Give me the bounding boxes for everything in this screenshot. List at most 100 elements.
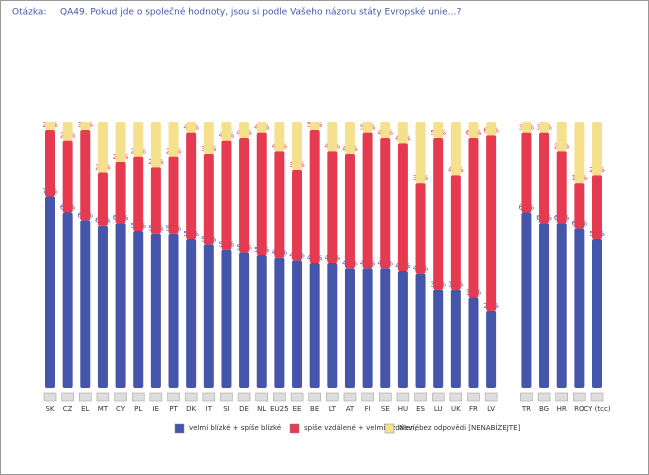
flag bbox=[414, 392, 427, 402]
bar-segment bbox=[221, 122, 232, 141]
bar-segment bbox=[221, 249, 232, 388]
legend-swatch bbox=[384, 423, 395, 434]
bar-segment bbox=[168, 122, 179, 157]
bar-segment bbox=[362, 268, 373, 388]
flag bbox=[520, 392, 533, 402]
bar-segment bbox=[397, 270, 408, 388]
bar-segment bbox=[468, 137, 479, 298]
bar-segment bbox=[150, 122, 161, 168]
bar-segment bbox=[380, 137, 391, 269]
bar-segment bbox=[133, 156, 144, 232]
x-tick-label: EE bbox=[293, 405, 302, 413]
bar-segment bbox=[344, 122, 355, 154]
x-tick-label: IE bbox=[153, 405, 160, 413]
bar-segment bbox=[115, 223, 126, 388]
x-tick-label: SK bbox=[45, 405, 54, 413]
bar-segment bbox=[168, 156, 179, 234]
x-tick-label: PL bbox=[134, 405, 142, 413]
bar-segment bbox=[450, 175, 461, 290]
question-label: Otázka: bbox=[12, 8, 46, 18]
bar-segment bbox=[97, 225, 108, 388]
bar-segment bbox=[45, 122, 55, 130]
legend-label: Neví, bez odpovědi [NENABÍZEJTE] bbox=[399, 423, 521, 432]
bar-segment bbox=[274, 122, 285, 152]
flag bbox=[184, 392, 198, 402]
bar-segment bbox=[521, 132, 532, 213]
bar-segment bbox=[450, 289, 461, 388]
bar-segment bbox=[292, 169, 303, 261]
bar-segment bbox=[327, 262, 338, 388]
x-tick-label: DE bbox=[239, 405, 249, 413]
bar-segment bbox=[186, 239, 197, 388]
flag bbox=[467, 392, 480, 402]
x-tick-label: DK bbox=[186, 405, 196, 413]
flag bbox=[573, 392, 586, 402]
flag bbox=[484, 392, 498, 402]
bar-segment bbox=[327, 122, 338, 152]
bar-segment bbox=[239, 122, 250, 138]
bar-segment bbox=[80, 129, 91, 221]
flag bbox=[255, 392, 268, 402]
x-tick-label: LV bbox=[487, 405, 495, 413]
bar-segment bbox=[415, 183, 426, 274]
x-tick-label: BE bbox=[310, 405, 319, 413]
flag bbox=[96, 392, 110, 402]
bar-segment bbox=[62, 122, 73, 141]
x-tick-label: SI bbox=[223, 405, 230, 413]
bar-segment bbox=[486, 310, 497, 388]
bar-segment bbox=[521, 212, 532, 388]
bar-segment bbox=[186, 122, 197, 133]
bar-segment bbox=[203, 244, 214, 388]
bar-segment bbox=[433, 289, 444, 388]
bar-segment bbox=[468, 122, 479, 138]
bar-segment bbox=[256, 122, 267, 133]
bar-segment bbox=[239, 137, 250, 253]
x-tick-label: NL bbox=[257, 405, 266, 413]
bar-segment bbox=[97, 122, 108, 173]
bar-segment bbox=[115, 161, 126, 224]
bar-segment bbox=[539, 122, 550, 133]
bar-segment bbox=[97, 172, 108, 226]
bar-segment bbox=[274, 257, 285, 388]
bar-segment bbox=[592, 239, 602, 388]
flag bbox=[555, 392, 568, 402]
x-tick-label: CY (tcc) bbox=[583, 405, 610, 413]
legend-swatch bbox=[289, 423, 300, 434]
bar-segment bbox=[45, 196, 55, 388]
bar-segment bbox=[362, 132, 373, 269]
bar-segment bbox=[592, 122, 602, 176]
bar-segment bbox=[292, 122, 303, 170]
x-tick-label: PT bbox=[169, 405, 178, 413]
bar-segment bbox=[468, 297, 479, 388]
legend-label: spíše vzdálené + velmi vzdálené bbox=[304, 424, 419, 432]
bar-segment bbox=[380, 268, 391, 388]
bar-segment bbox=[415, 273, 426, 388]
flag bbox=[43, 392, 57, 402]
bar-segment bbox=[433, 122, 444, 138]
flag bbox=[343, 392, 357, 402]
bar-segment bbox=[62, 212, 73, 388]
x-tick-label: BG bbox=[539, 405, 549, 413]
flag bbox=[131, 392, 145, 402]
bar-segment bbox=[239, 252, 250, 388]
bar-segment bbox=[309, 122, 320, 130]
bar-segment bbox=[433, 137, 444, 290]
bar-segment bbox=[115, 122, 126, 162]
x-tick-label: CZ bbox=[63, 405, 73, 413]
bar-segment bbox=[150, 167, 161, 234]
bar-segment bbox=[397, 122, 408, 144]
bar-segment bbox=[168, 233, 179, 388]
bar-segment bbox=[274, 151, 285, 258]
flag bbox=[537, 392, 551, 402]
flag bbox=[326, 392, 339, 402]
x-tick-label: LU bbox=[434, 405, 443, 413]
x-tick-label: IT bbox=[206, 405, 213, 413]
bar-segment bbox=[486, 135, 497, 311]
bar-segment bbox=[203, 153, 214, 245]
bar-segment bbox=[327, 151, 338, 263]
bar-segment bbox=[203, 122, 214, 154]
flag bbox=[220, 392, 233, 402]
flag bbox=[449, 392, 463, 402]
x-tick-label: FR bbox=[469, 405, 478, 413]
